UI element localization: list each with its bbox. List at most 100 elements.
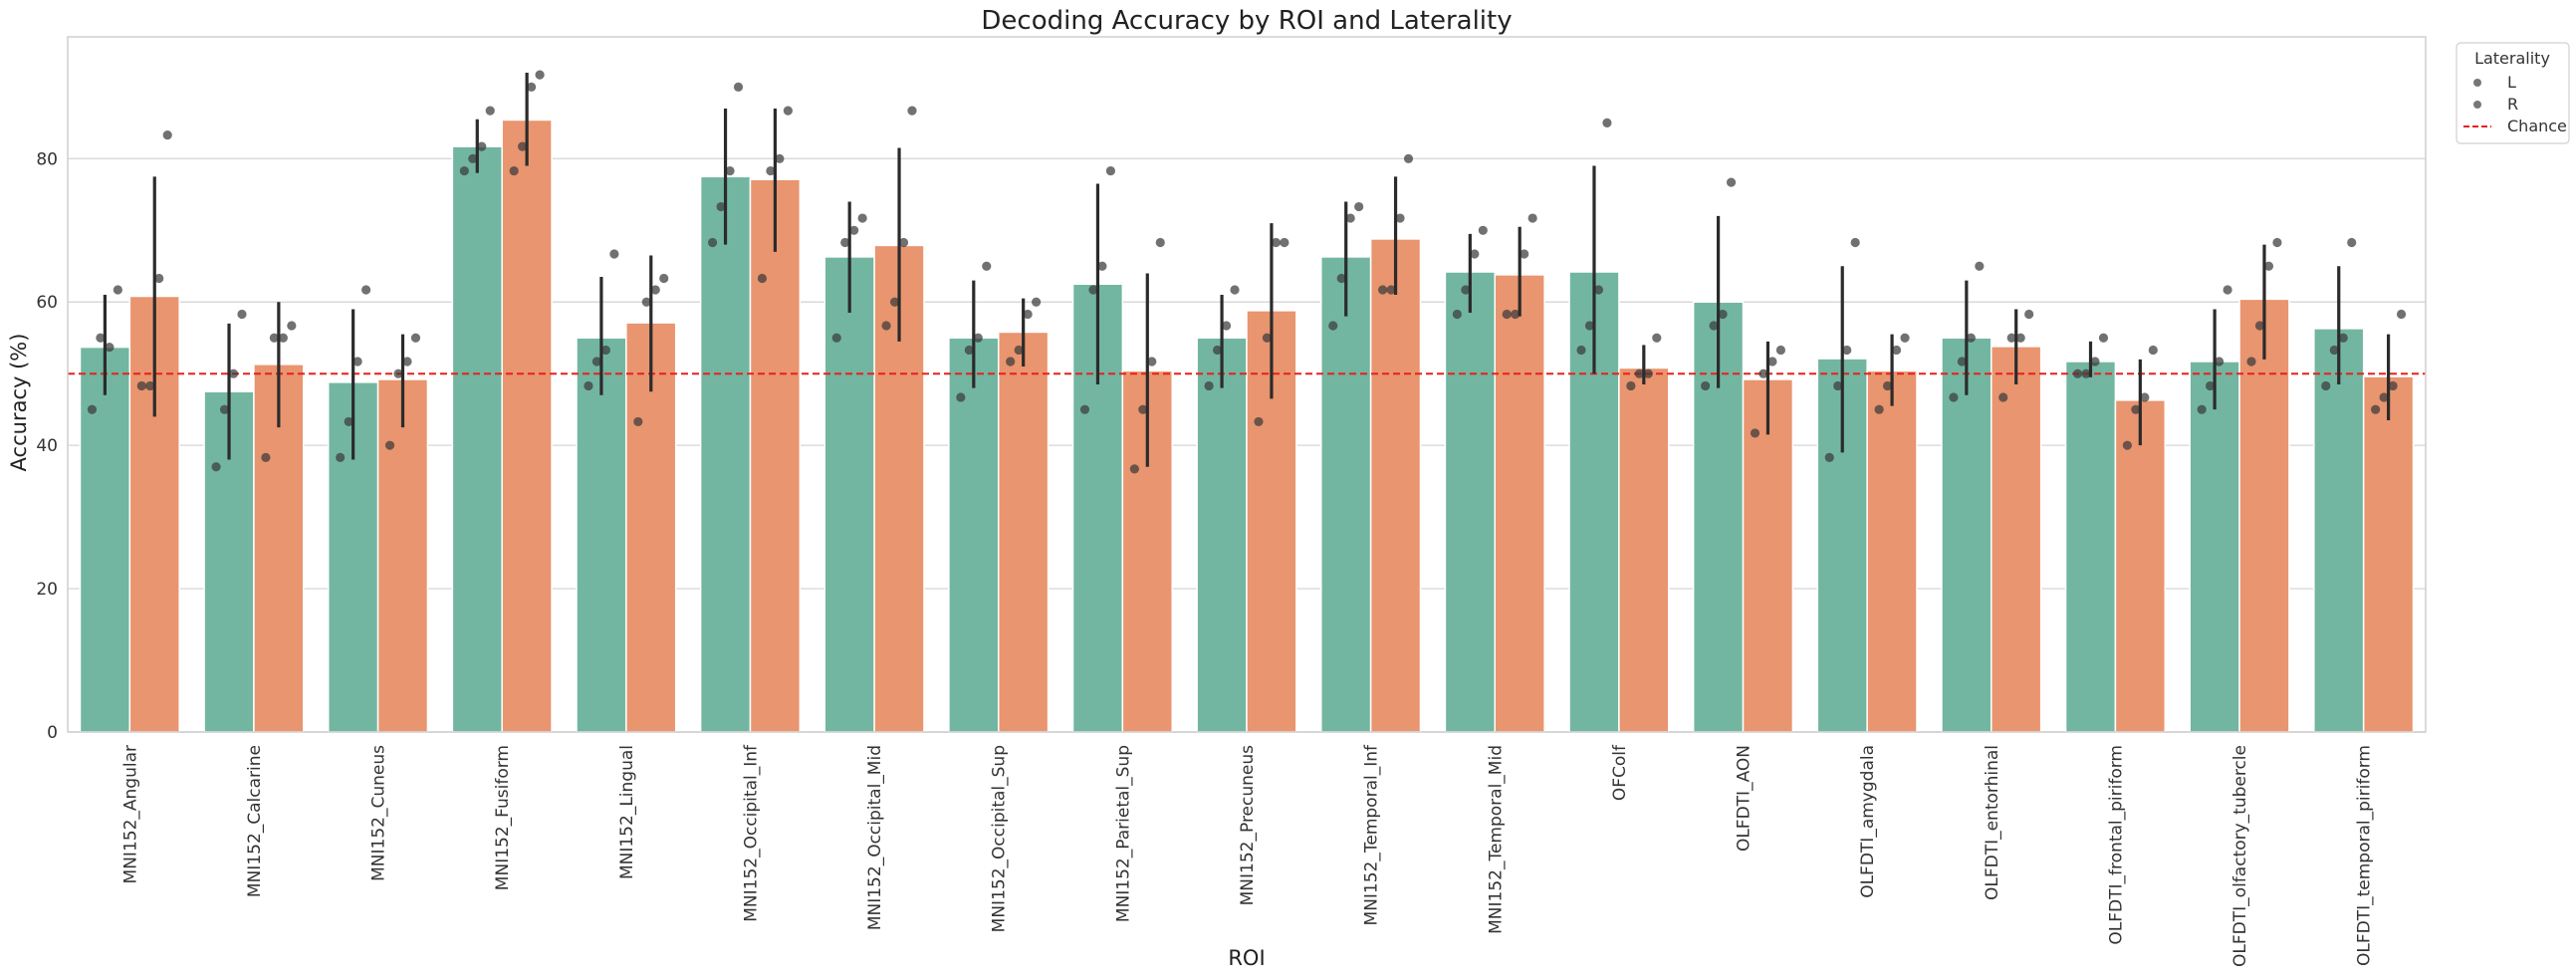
data-point (261, 452, 271, 462)
y-tick-label: 0 (47, 723, 58, 743)
bar-r (1866, 369, 1918, 733)
data-point (1478, 225, 1488, 235)
bar-r (1991, 346, 2042, 733)
data-point (2388, 380, 2398, 391)
data-point (145, 380, 155, 391)
data-point (1750, 428, 1760, 438)
bar-l (1196, 337, 1248, 733)
bar-l (699, 175, 752, 733)
data-point (973, 333, 983, 343)
data-point (1452, 309, 1462, 320)
bar-r (1618, 367, 1670, 733)
data-point (2206, 380, 2216, 391)
data-point (1874, 404, 1884, 414)
data-point (1882, 380, 1893, 391)
plot-frame (67, 36, 2427, 733)
data-point (2396, 309, 2407, 320)
data-point (1775, 345, 1786, 356)
data-point (2081, 368, 2091, 378)
data-point (468, 153, 478, 163)
bar-l (576, 337, 627, 733)
data-point (1023, 309, 1033, 320)
legend-label-chance: Chance (2507, 117, 2567, 135)
x-tick-label: MNI152_Fusiform (493, 745, 513, 890)
data-point (1254, 416, 1264, 427)
data-point (1701, 380, 1711, 391)
bar-l (1444, 271, 1497, 733)
data-point (1511, 309, 1521, 320)
x-tick-label: MNI152_Occipital_Sup (990, 745, 1010, 932)
data-point (96, 333, 106, 343)
data-point (2140, 392, 2150, 402)
data-point (2254, 321, 2265, 331)
data-point (344, 416, 353, 427)
bar-r (1742, 378, 1794, 733)
data-point (352, 357, 362, 367)
x-tick-label: MNI152_Temporal_Inf (1362, 744, 1382, 925)
data-point (2329, 345, 2339, 356)
data-point (2379, 392, 2389, 402)
bar-l (2313, 328, 2365, 733)
data-point (361, 285, 371, 295)
bar-r (1369, 238, 1422, 733)
data-point (707, 237, 718, 248)
bar-r (501, 119, 553, 733)
data-point (1147, 357, 1157, 367)
bar-l (948, 337, 1000, 733)
data-point (1998, 392, 2008, 402)
data-point (1088, 285, 1098, 295)
data-point (518, 141, 528, 151)
x-tick-label: OLFDTI_amygdala (1858, 745, 1878, 898)
data-point (1634, 368, 1644, 378)
chart-title: Decoding Accuracy by ROI and Laterality (981, 6, 1512, 36)
x-tick-label: MNI152_Precuneus (1238, 745, 1258, 906)
data-point (1129, 464, 1139, 474)
data-point (982, 261, 992, 271)
data-point (840, 237, 850, 248)
data-point (1833, 380, 1843, 391)
data-point (600, 345, 611, 356)
bar-l (2064, 361, 2117, 733)
data-point (725, 165, 735, 176)
data-point (849, 225, 859, 235)
x-tick-label: OLFDTI_temporal_piriform (2355, 745, 2375, 966)
x-axis-title: ROI (1228, 946, 1265, 970)
data-point (1584, 321, 1595, 331)
data-point (459, 165, 469, 176)
data-point (1204, 380, 1214, 391)
data-point (2098, 333, 2109, 343)
data-point (393, 368, 403, 378)
data-point (1520, 249, 1529, 259)
data-point (1502, 309, 1512, 320)
data-point (2223, 285, 2232, 295)
data-point (136, 380, 146, 391)
y-tick-label: 40 (36, 436, 58, 456)
y-tick-labels: 0 20 40 60 80 (36, 149, 58, 743)
data-point (1470, 249, 1480, 259)
bar-r (2362, 375, 2415, 733)
data-point (1602, 118, 1612, 127)
data-point (2006, 333, 2016, 343)
x-tick-label: MNI152_Calcarine (245, 745, 265, 897)
data-point (228, 368, 239, 378)
bar-l (1320, 256, 1372, 733)
data-point (2015, 333, 2025, 343)
data-point (1593, 285, 1604, 295)
data-point (898, 237, 909, 248)
bar-r (2114, 399, 2167, 733)
data-point (1842, 345, 1852, 356)
data-point (591, 357, 602, 367)
data-point (1652, 333, 1662, 343)
x-tick-label: MNI152_Occipital_Inf (741, 744, 761, 922)
data-point (609, 249, 619, 259)
data-point (2024, 309, 2034, 320)
data-point (584, 380, 593, 391)
data-point (162, 129, 172, 140)
data-point (775, 153, 785, 163)
data-point (1377, 285, 1388, 295)
data-point (211, 462, 221, 472)
y-tick-label: 80 (36, 149, 58, 169)
data-point (336, 452, 346, 462)
data-point (1230, 285, 1240, 295)
